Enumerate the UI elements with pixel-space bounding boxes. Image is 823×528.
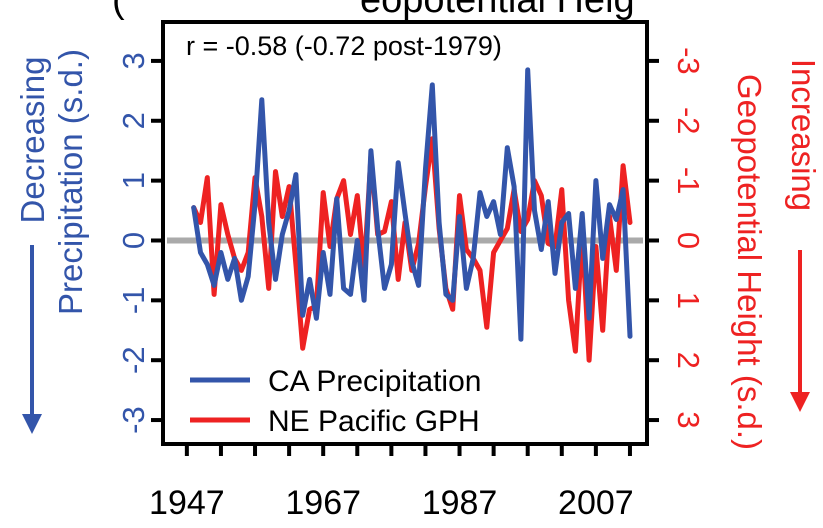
right-tick-label: -1 <box>671 167 706 195</box>
correlation-annotation: r = -0.58 (-0.72 post-1979) <box>186 31 502 61</box>
legend: CA Precipitation NE Pacific GPH <box>190 365 481 438</box>
x-tick-label: 1967 <box>285 484 361 522</box>
x-tick-label: 1987 <box>422 484 498 522</box>
down-arrow-icon-right <box>790 392 810 412</box>
legend-label-gph: NE Pacific GPH <box>268 405 480 438</box>
left-tick-label: 2 <box>116 112 151 129</box>
plot-frame <box>161 20 649 446</box>
x-axis: 1947 1967 1987 2007 <box>149 444 634 522</box>
left-axis-label-line2: Precipitation (s.d.) <box>52 49 89 315</box>
legend-label-precipitation: CA Precipitation <box>268 365 481 398</box>
left-tick-label: -3 <box>116 406 151 434</box>
series-line-precipitation <box>191 67 633 342</box>
chart-title-fragment: ( <box>112 0 125 21</box>
right-tick-label: 2 <box>671 352 706 369</box>
right-tick-label: 3 <box>671 411 706 428</box>
left-tick-label: -1 <box>116 287 151 315</box>
down-arrow-icon <box>22 414 42 434</box>
right-axis-label-line1: Increasing <box>785 59 822 211</box>
right-axis-label: Increasing Geopotential Height (s.d.) <box>731 59 822 450</box>
x-tick-label: 1947 <box>149 484 225 522</box>
left-axis-label-line1: Decreasing <box>14 57 51 224</box>
left-axis-label: Decreasing Precipitation (s.d.) <box>14 49 89 434</box>
left-tick-label: -2 <box>116 346 151 374</box>
right-axis-label-line2: Geopotential Height (s.d.) <box>731 74 768 450</box>
right-tick-label: 0 <box>671 232 706 249</box>
left-tick-label: 1 <box>116 172 151 189</box>
x-tick-label: 2007 <box>558 484 634 522</box>
left-axis: -3 -2 -1 0 1 2 3 <box>116 52 163 434</box>
right-tick-label: -3 <box>671 47 706 75</box>
left-tick-label: 0 <box>116 232 151 249</box>
series-layer <box>191 67 633 363</box>
right-tick-label: 1 <box>671 292 706 309</box>
chart-title-tail: eopotential Heig <box>360 0 635 21</box>
right-tick-label: -2 <box>671 107 706 135</box>
left-tick-label: 3 <box>116 52 151 69</box>
right-axis: 3 2 1 0 -1 -2 -3 <box>647 47 706 429</box>
